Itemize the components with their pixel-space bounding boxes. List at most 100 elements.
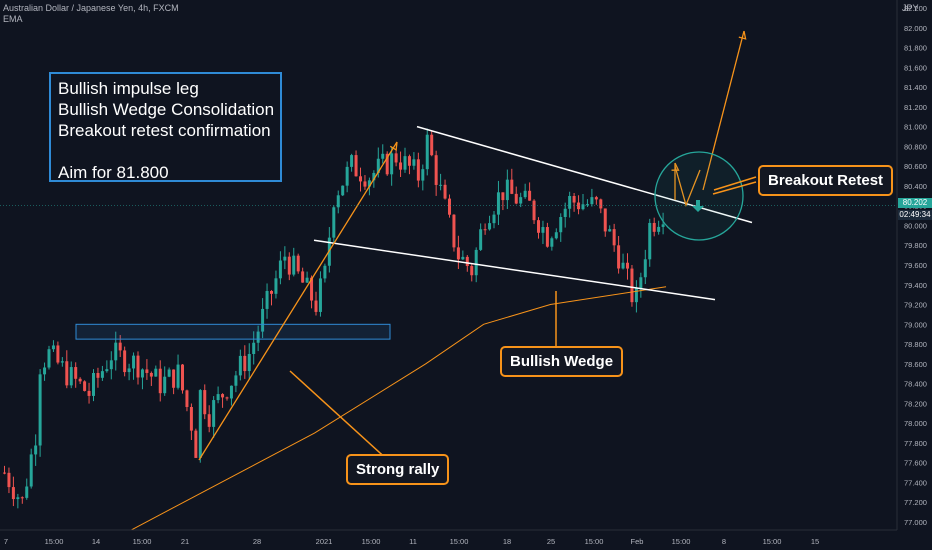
annotation-line: Bullish Wedge Consolidation [58, 100, 275, 119]
price-tick-label: 81.800 [904, 44, 927, 53]
candle-body [287, 256, 291, 275]
price-tick-label: 78.600 [904, 360, 927, 369]
candle-body [34, 445, 38, 455]
candle-body [581, 204, 585, 210]
candle-body [568, 195, 572, 209]
candle-body [421, 169, 425, 181]
currency-label: JPY [902, 3, 919, 13]
plot-background [0, 0, 897, 530]
candle-body [599, 199, 603, 209]
candle-body [136, 355, 140, 378]
candle-body [483, 229, 487, 231]
candle-body [488, 223, 492, 230]
candle-body [87, 390, 91, 396]
retest-marker-icon [692, 200, 704, 212]
candle-body [590, 197, 594, 205]
candle-body [363, 181, 367, 187]
candle-body [626, 262, 629, 269]
candle-body [608, 229, 612, 232]
candle-body [345, 166, 349, 186]
candle-body [38, 374, 42, 446]
candle-body [630, 268, 634, 303]
candle-body [181, 364, 184, 391]
time-tick-label: 18 [503, 537, 511, 546]
candle-body [296, 255, 300, 272]
candle-body [229, 385, 233, 399]
candle-body [167, 369, 171, 377]
candle-body [443, 184, 447, 199]
candle-body [492, 214, 496, 224]
candle-body [29, 454, 33, 487]
candle-body [78, 378, 82, 382]
wedge-lower-line [313, 239, 716, 301]
projection-arrow [702, 30, 745, 191]
candle-body [479, 229, 483, 250]
candle-body [621, 262, 625, 269]
candle-body [60, 361, 64, 363]
candle-body [541, 227, 545, 233]
candle-body [100, 371, 104, 378]
time-tick-label: 8 [722, 537, 726, 546]
candle-body [69, 367, 73, 386]
candle-body [385, 153, 389, 175]
rally-connector [289, 370, 391, 463]
candle-body [367, 180, 371, 187]
candle-body [639, 277, 643, 289]
candle-body [118, 342, 122, 351]
candle-body [332, 207, 336, 238]
price-tick-label: 81.000 [904, 123, 927, 132]
price-tick-label: 77.800 [904, 439, 927, 448]
price-tick-label: 80.800 [904, 142, 927, 151]
candle-body [390, 153, 394, 175]
candle-body [56, 345, 60, 363]
candle-body [7, 472, 11, 488]
candle-body [3, 472, 6, 474]
candle-body [594, 197, 598, 200]
candle-body [537, 220, 540, 233]
demand-zone [75, 323, 391, 340]
price-tick-label: 80.600 [904, 162, 927, 171]
candle-body [439, 184, 443, 186]
candle-body [301, 271, 305, 283]
candle-body [648, 222, 652, 260]
candle-body [123, 350, 127, 373]
symbol-title: Australian Dollar / Japanese Yen, 4h, FX… [3, 3, 179, 13]
candle-body [185, 390, 189, 408]
candle-body [452, 214, 456, 248]
candle-body [399, 162, 403, 170]
candle-body [149, 372, 153, 377]
annotation-line [58, 141, 273, 162]
retest-circle [654, 151, 744, 241]
candle-body [25, 486, 29, 498]
candle-body [278, 260, 282, 279]
candle-body [612, 229, 616, 246]
candle-body [105, 369, 109, 372]
candle-body [74, 367, 78, 379]
projection-arrow-head [738, 30, 747, 40]
candle-body [523, 190, 527, 198]
time-tick-label: 15:00 [585, 537, 604, 546]
candle-body [176, 364, 180, 388]
candle-body [234, 375, 238, 386]
price-tick-label: 77.200 [904, 498, 927, 507]
candle-body [652, 222, 656, 232]
candle-body [238, 355, 242, 376]
annotation-line: Aim for 81.800 [58, 163, 169, 182]
impulse-arrow-head [389, 141, 398, 152]
candle-body [83, 381, 87, 391]
candle-body [127, 368, 131, 373]
price-tick-label: 77.000 [904, 518, 927, 527]
candle-body [212, 400, 216, 427]
candle-body [501, 192, 505, 201]
candle-body [247, 353, 251, 372]
candle-body [350, 155, 354, 167]
candle-body [505, 179, 509, 201]
candle-body [256, 331, 260, 343]
price-tick-label: 79.000 [904, 320, 927, 329]
time-axis: 7 15:00 14 15:00 21 28 2021 15:00 11 15:00 18 25 15:… [0, 529, 932, 550]
candle-body [532, 200, 536, 221]
candle-body [114, 342, 118, 361]
price-tick-label: 82.200 [904, 4, 927, 13]
annotation-line: Bullish impulse leg [58, 79, 199, 98]
